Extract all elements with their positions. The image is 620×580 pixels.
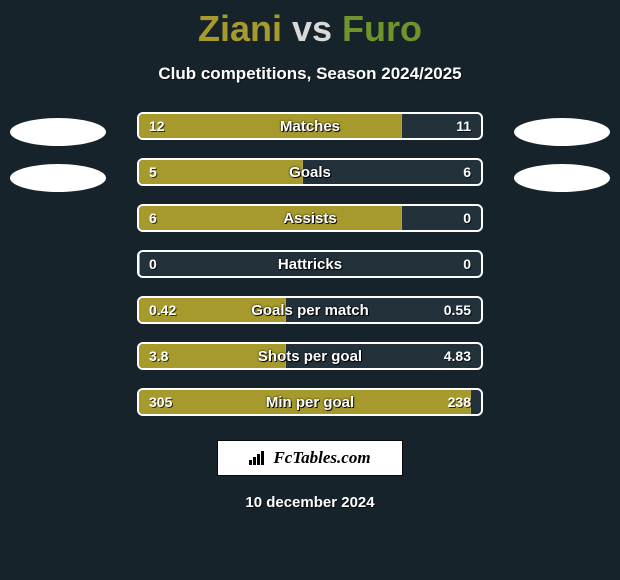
page-title: Ziani vs Furo: [0, 0, 620, 50]
stat-label: Matches: [139, 114, 481, 138]
avatar-right-2: [514, 164, 610, 192]
stat-label: Min per goal: [139, 390, 481, 414]
bars-icon: [249, 451, 267, 465]
player-right-name: Furo: [342, 8, 422, 49]
vs-text: vs: [282, 8, 342, 49]
brand-text: FcTables.com: [273, 448, 370, 468]
brand-badge[interactable]: FcTables.com: [217, 440, 403, 476]
avatar-right-1: [514, 118, 610, 146]
stat-bar: 1211Matches: [137, 112, 483, 140]
stat-label: Goals per match: [139, 298, 481, 322]
avatar-left-1: [10, 118, 106, 146]
subtitle: Club competitions, Season 2024/2025: [0, 64, 620, 84]
stat-label: Assists: [139, 206, 481, 230]
date-label: 10 december 2024: [0, 494, 620, 511]
stat-bar: 56Goals: [137, 158, 483, 186]
stat-bars: 1211Matches 56Goals 60Assists 00Hattricks 0.…: [137, 112, 483, 416]
player-left-name: Ziani: [198, 8, 282, 49]
avatar-left-2: [10, 164, 106, 192]
stat-bar: 00Hattricks: [137, 250, 483, 278]
stat-bar: 60Assists: [137, 204, 483, 232]
stat-bar: 3.84.83Shots per goal: [137, 342, 483, 370]
stat-label: Hattricks: [139, 252, 481, 276]
stat-bar: 305238Min per goal: [137, 388, 483, 416]
stats-stage: 1211Matches 56Goals 60Assists 00Hattricks 0.…: [0, 112, 620, 416]
stat-label: Goals: [139, 160, 481, 184]
stat-label: Shots per goal: [139, 344, 481, 368]
stat-bar: 0.420.55Goals per match: [137, 296, 483, 324]
